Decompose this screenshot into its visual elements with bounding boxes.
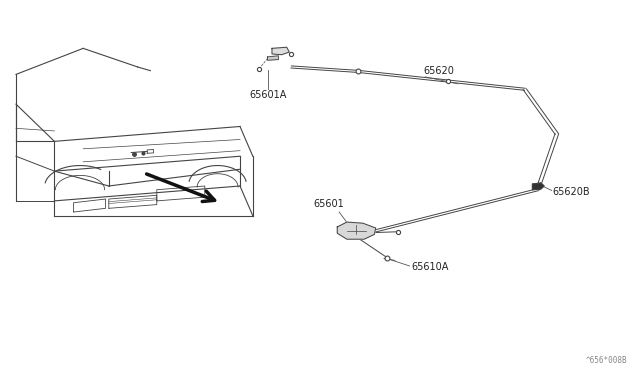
Polygon shape	[532, 183, 544, 190]
Text: 65601A: 65601A	[250, 90, 287, 100]
Text: ^656*008B: ^656*008B	[586, 356, 627, 365]
Polygon shape	[272, 47, 289, 55]
Text: 65620B: 65620B	[552, 187, 590, 196]
Polygon shape	[268, 56, 278, 60]
Text: 65610A: 65610A	[411, 262, 448, 272]
Polygon shape	[337, 222, 376, 239]
Text: 65601: 65601	[314, 199, 344, 209]
Text: 65620: 65620	[424, 65, 454, 76]
